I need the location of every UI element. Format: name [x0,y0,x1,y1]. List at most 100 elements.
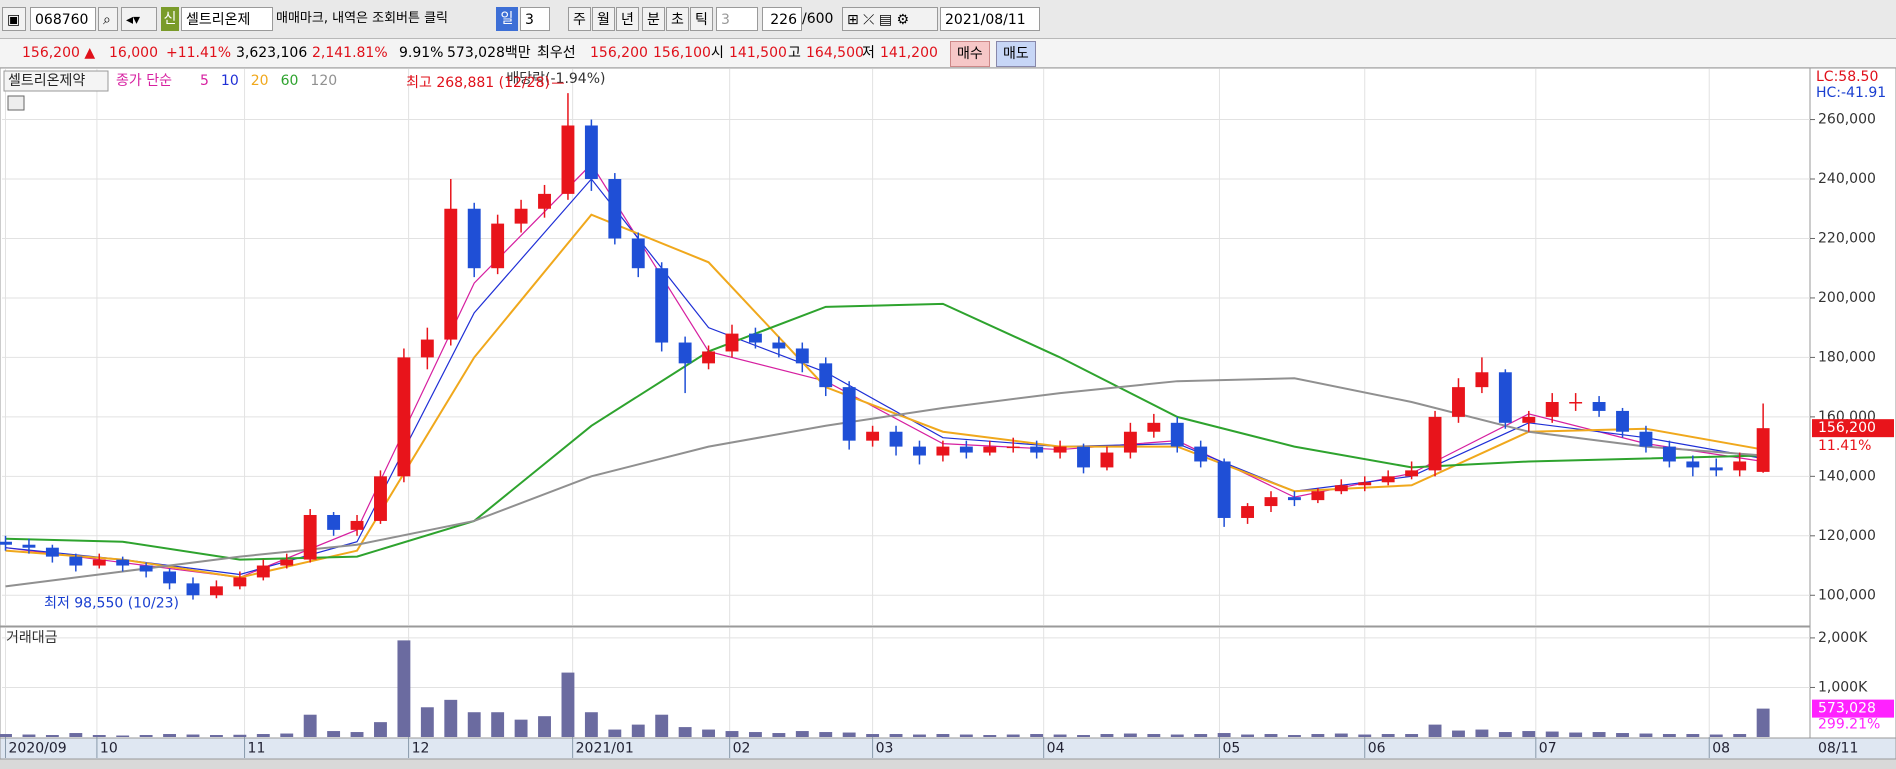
period-year[interactable]: 년 [616,7,639,31]
volume-bar [748,732,762,737]
period-count[interactable]: 3 [520,7,550,31]
change-rate: +11.41% [166,45,232,61]
x-tick-label: 02 [733,741,751,757]
x-tick-label: 05 [1222,741,1240,757]
candle-body [913,446,926,456]
volume-bar [491,712,505,737]
toolbar: ▣ 068760 ⌕ ◂▾ 신 셀트리온제 매매마크, 내역은 조회버튼 클릭 … [0,0,1896,39]
volume-bar [374,722,387,737]
period-second[interactable]: 초 [666,7,689,31]
period-day[interactable]: 일 [496,7,518,31]
date-input[interactable]: 2021/08/11 [940,7,1040,31]
volume-bar [45,735,59,737]
candle-body [1053,446,1067,453]
volume-bar [139,735,153,737]
volume-title: 거래대금 [6,630,58,646]
candle-body [256,565,270,578]
volume-bar [1147,734,1161,737]
volume-bar [1733,734,1747,737]
candle-body [45,547,59,557]
volume-bar [397,640,411,737]
x-tick-label: 04 [1047,741,1065,757]
sound-icon[interactable]: ◂▾ [121,7,157,31]
volume-bar [1639,733,1653,737]
candle-count[interactable]: 226 [762,7,802,31]
volume-bar [1123,733,1137,737]
volume-bar [1194,734,1208,737]
max-note: 최고 268,881 (12/28) [406,75,550,91]
candle-body [1733,461,1747,471]
candle-body [233,577,247,587]
candle-body [444,208,458,340]
y-tick-label: 240,000 [1818,171,1876,187]
period-month[interactable]: 월 [592,7,615,31]
search-icon[interactable]: ⌕ [98,7,118,31]
candle-body [584,125,598,180]
volume-bar [514,719,528,737]
candle-body [1616,410,1629,432]
candle-body [1662,446,1676,462]
candle-body [1334,485,1348,492]
legend-box [3,70,109,92]
volume-bar [92,735,106,737]
candle-body [491,223,505,269]
candle-body [889,431,903,447]
candle-body [1522,416,1536,423]
volume-bar [1241,734,1255,737]
volume-bar [725,731,739,737]
y-tick-label: 200,000 [1818,290,1876,306]
tick-count[interactable]: 3 [716,7,758,31]
candle-body [420,339,434,358]
sell-button[interactable]: 매도 [996,41,1036,67]
candle-body [22,544,36,548]
candle-body [374,476,387,521]
volume-bar [538,716,551,737]
period-tick[interactable]: 틱 [690,7,713,31]
volume-bar [1709,734,1723,737]
buy-button[interactable]: 매수 [950,41,990,67]
quote-bar: 156,200 ▲ 16,000 +11.41% 3,623,106 2,141… [0,39,1896,68]
ma-line [5,302,1764,561]
volume-bar [702,729,716,737]
volume-bar [1405,734,1419,737]
x-tick-label: 07 [1539,741,1557,757]
dividend-note: 배당락(-1.94%) [506,71,605,87]
low-label: 저 [862,45,875,61]
menu-icon[interactable]: ▣ [2,7,26,31]
stock-name[interactable]: 셀트리온제 [181,7,273,31]
candle-body [1756,428,1770,472]
candle-body [186,583,200,596]
candle-body [209,586,223,596]
change: 16,000 [109,45,158,61]
volume-bar [772,733,786,737]
candle-body [983,446,997,453]
tool-icons[interactable]: ⊞ ⤫ ▤ ⚙ [842,7,938,31]
volume-panel [0,626,1811,739]
period-minute[interactable]: 분 [642,7,665,31]
candle-body [748,333,762,343]
volume-bar [584,712,598,737]
volume-bar [1030,734,1044,737]
candle-body [69,556,83,566]
legend-entry: 5 [200,73,209,89]
volume-bar [1756,708,1770,737]
candle-body [655,268,669,343]
y-tick-label: 180,000 [1818,349,1876,365]
price-tag-change: 11.41% [1818,438,1871,454]
x-end-label: 08/11 [1818,741,1858,757]
candle-body [959,446,973,453]
trade-value: 573,028백만 [447,45,531,61]
candle-body [1100,452,1114,468]
volume-bar [280,733,294,737]
ma-line [5,163,1764,579]
x-tick-label: 12 [412,741,430,757]
code-input[interactable]: 068760 [30,7,96,31]
period-week[interactable]: 주 [568,7,591,31]
volume: 3,623,106 [236,45,308,61]
volume-bar [233,734,247,737]
trade-mark-note[interactable]: 매매마크, 내역은 조회버튼 클릭 [276,11,449,26]
candle-body [1498,372,1512,423]
volume-bar [1006,734,1020,737]
table-icon [7,95,25,111]
volume-bar [1287,735,1301,737]
